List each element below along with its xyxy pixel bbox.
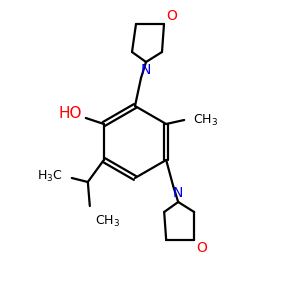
Text: O: O — [166, 9, 177, 23]
Text: CH$_3$: CH$_3$ — [95, 214, 120, 229]
Text: N: N — [141, 63, 151, 77]
Text: HO: HO — [58, 106, 82, 121]
Text: CH$_3$: CH$_3$ — [193, 112, 218, 128]
Text: H$_3$C: H$_3$C — [37, 168, 63, 184]
Text: N: N — [173, 186, 183, 200]
Text: O: O — [196, 241, 207, 255]
